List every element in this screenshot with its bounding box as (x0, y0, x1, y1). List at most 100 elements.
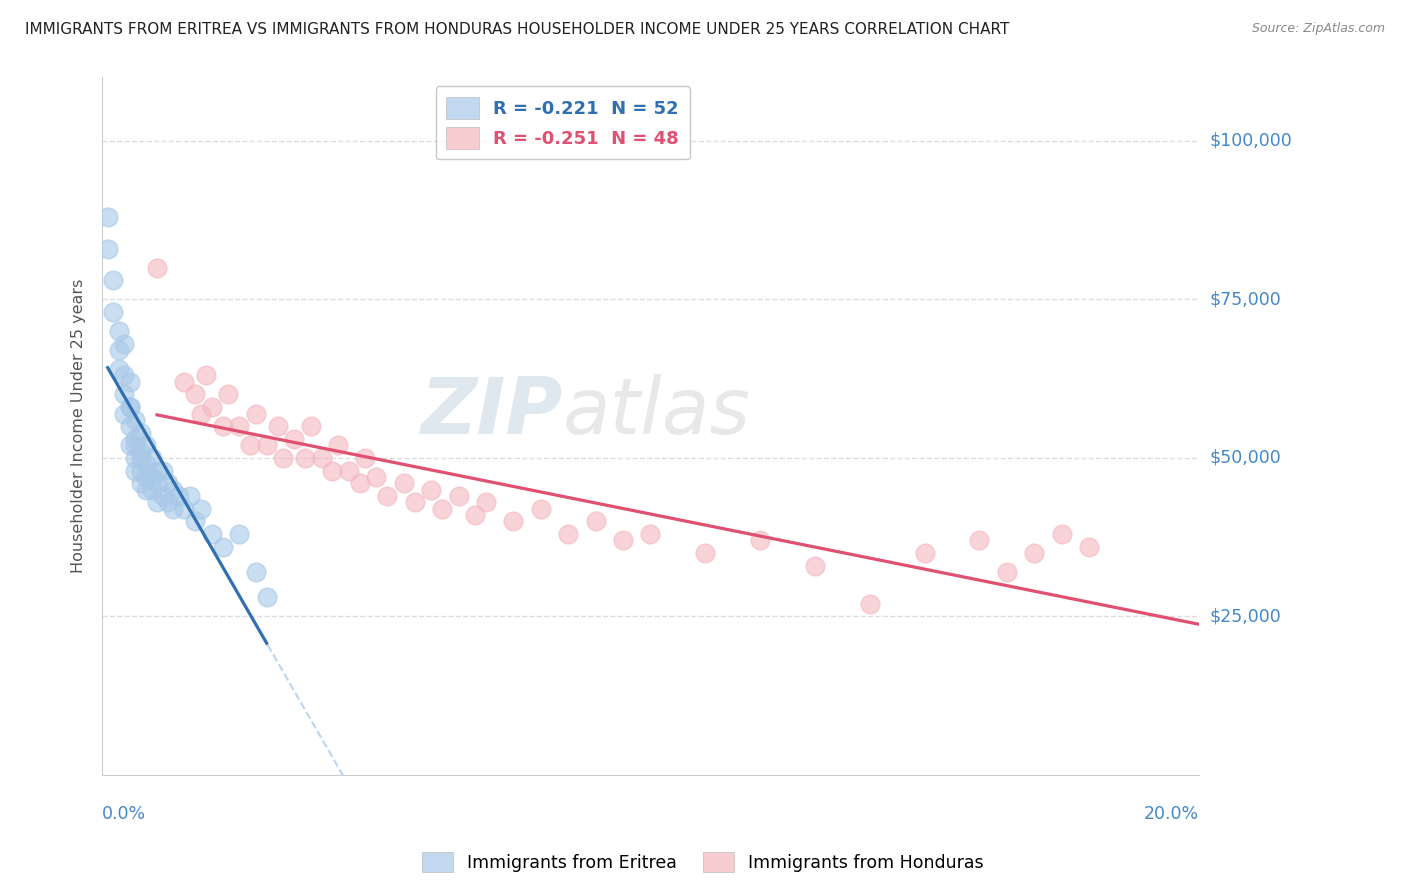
Point (146, 464, 169, 478)
Point (585, 514, 607, 528)
Point (107, 362, 129, 376)
Point (101, 273, 124, 287)
Text: IMMIGRANTS FROM ERITREA VS IMMIGRANTS FROM HONDURAS HOUSEHOLDER INCOME UNDER 25 : IMMIGRANTS FROM ERITREA VS IMMIGRANTS FR… (25, 22, 1010, 37)
Point (1024, 546, 1046, 560)
Point (129, 450, 152, 465)
Point (124, 432, 146, 446)
Point (995, 565, 1018, 579)
Point (294, 450, 316, 465)
Point (475, 495, 498, 509)
Point (447, 489, 470, 503)
Point (430, 501, 453, 516)
Text: $50,000: $50,000 (1209, 449, 1282, 467)
Point (695, 546, 717, 560)
Point (299, 419, 322, 434)
Text: 0.0%: 0.0% (103, 805, 146, 823)
Point (612, 533, 634, 548)
Point (146, 260, 169, 275)
Point (146, 476, 169, 491)
Point (392, 476, 415, 491)
Point (124, 450, 146, 465)
Point (118, 419, 141, 434)
Point (156, 476, 179, 491)
Point (464, 508, 486, 522)
Point (190, 407, 212, 421)
Point (124, 438, 146, 452)
Point (152, 489, 174, 503)
Point (283, 432, 305, 446)
Point (404, 495, 426, 509)
Point (184, 387, 207, 401)
Point (101, 305, 124, 319)
Point (201, 400, 224, 414)
Point (118, 400, 141, 414)
Point (914, 546, 936, 560)
Point (366, 470, 388, 484)
Y-axis label: Householder Income Under 25 years: Householder Income Under 25 years (72, 279, 86, 574)
Point (97, 242, 120, 256)
Point (118, 375, 141, 389)
Point (162, 501, 184, 516)
Point (129, 444, 152, 458)
Point (530, 501, 553, 516)
Point (184, 514, 207, 528)
Text: atlas: atlas (562, 375, 751, 450)
Point (195, 368, 218, 383)
Point (211, 540, 233, 554)
Point (557, 527, 579, 541)
Point (129, 476, 152, 491)
Point (326, 438, 349, 452)
Point (271, 450, 294, 465)
Point (640, 527, 662, 541)
Point (859, 597, 882, 611)
Point (173, 501, 195, 516)
Point (749, 533, 772, 548)
Point (256, 591, 278, 605)
Point (217, 387, 239, 401)
Point (201, 527, 224, 541)
Legend: Immigrants from Eritrea, Immigrants from Honduras: Immigrants from Eritrea, Immigrants from… (415, 845, 991, 879)
Point (141, 450, 163, 465)
Point (135, 470, 157, 484)
Point (167, 489, 190, 503)
Point (156, 495, 179, 509)
Point (118, 438, 141, 452)
Point (179, 489, 201, 503)
Point (239, 438, 262, 452)
Point (124, 464, 146, 478)
Text: ZIP: ZIP (420, 375, 562, 450)
Point (266, 419, 288, 434)
Text: 20.0%: 20.0% (1143, 805, 1199, 823)
Point (129, 464, 152, 478)
Point (337, 464, 360, 478)
Point (112, 336, 135, 351)
Point (228, 419, 250, 434)
Point (107, 343, 129, 357)
Point (228, 527, 250, 541)
Point (375, 489, 398, 503)
Point (804, 558, 827, 573)
Text: $25,000: $25,000 (1209, 607, 1282, 625)
Point (141, 470, 163, 484)
Text: $75,000: $75,000 (1209, 291, 1282, 309)
Point (112, 407, 135, 421)
Point (502, 514, 524, 528)
Point (135, 438, 157, 452)
Point (141, 483, 163, 497)
Text: $100,000: $100,000 (1209, 132, 1292, 150)
Point (118, 400, 141, 414)
Point (112, 368, 135, 383)
Point (1078, 540, 1101, 554)
Point (190, 501, 212, 516)
Point (245, 565, 267, 579)
Point (129, 425, 152, 440)
Legend: R = -0.221  N = 52, R = -0.251  N = 48: R = -0.221 N = 52, R = -0.251 N = 48 (436, 87, 690, 160)
Point (135, 483, 157, 497)
Point (135, 457, 157, 471)
Point (107, 324, 129, 338)
Point (146, 495, 169, 509)
Point (420, 483, 443, 497)
Point (256, 438, 278, 452)
Point (112, 387, 135, 401)
Point (173, 375, 195, 389)
